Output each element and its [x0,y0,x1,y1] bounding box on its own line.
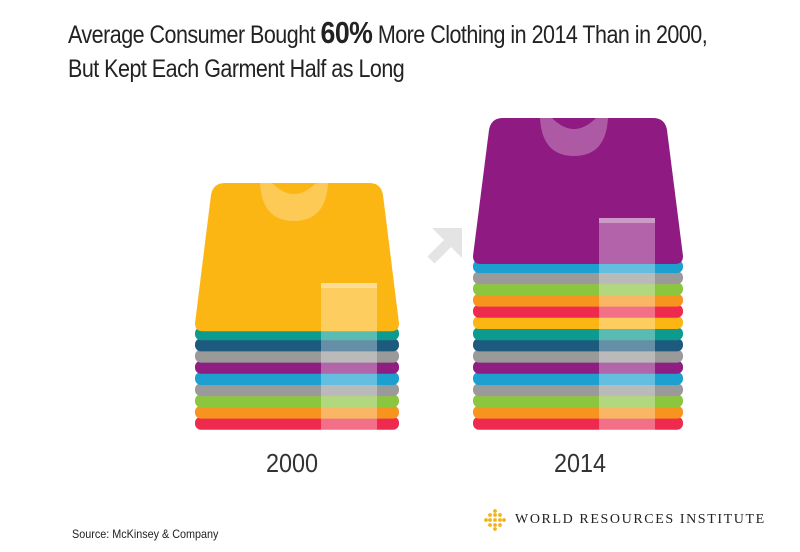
folded-shirt-layer [473,372,683,385]
page-title: Average Consumer Bought 60% More Clothin… [68,15,708,86]
shirt-neck [272,183,316,194]
folded-shirt-layer [473,327,683,341]
folded-shirt-layer [473,304,683,318]
title-highlight: 60% [320,15,373,50]
top-shirt [473,118,683,264]
shirt-collar [540,118,608,156]
logo-dot [488,523,492,527]
stack-2000 [195,183,399,430]
folded-shirt-layer [195,360,399,374]
title-line1-end: More Clothing in 2014 Than in 2000, [372,21,708,49]
shirt-pocket [599,218,655,430]
logo-dot [493,509,497,513]
stack-2014 [473,118,683,430]
logo-dot [493,527,497,531]
logo-dot [498,518,502,522]
arrow-up-right-icon [427,228,462,264]
year-label-2000: 2000 [265,448,319,478]
folded-shirt-layer [195,338,399,352]
wri-logo-text: WORLD RESOURCES INSTITUTE [515,512,766,527]
title-line2: But Kept Each Garment Half as Long [68,55,405,83]
folded-shirt-layer [473,338,683,352]
logo-dot [493,513,497,517]
folded-shirt-layer [473,349,683,363]
source-note: Source: McKinsey & Company [72,527,219,541]
folded-shirt-layer [473,405,683,419]
shirt-pocket [321,283,377,430]
year-label-2014: 2014 [553,448,607,478]
folded-shirt-layer [473,416,683,430]
logo-dot [498,513,502,517]
folded-shirt-layer [195,416,399,430]
logo-dot [493,518,497,522]
logo-dot [493,523,497,527]
folded-shirt-layer [473,316,683,329]
title-line1-start: Average Consumer Bought [68,21,321,49]
folded-shirt-layer [473,360,683,374]
logo-dot [488,513,492,517]
folded-shirt-layer [473,282,683,296]
shirt-collar [260,183,328,221]
wri-logo-icon [484,509,506,531]
shirt-pocket-hem [599,218,655,223]
folded-shirt-layer [195,383,399,397]
folded-shirt-layer [473,271,683,285]
folded-shirt-layer [195,394,399,408]
folded-shirt-layer [195,349,399,363]
folded-shirt-layer [195,405,399,419]
logo-dot [484,518,488,522]
folded-shirt-layer [473,293,683,307]
logo-dot [502,518,506,522]
folded-shirt-layer [473,394,683,408]
logo-dot [488,518,492,522]
top-shirt [195,183,399,332]
folded-shirt-layer [195,372,399,385]
wri-logo: WORLD RESOURCES INSTITUTE [483,508,766,532]
logo-dot [498,523,502,527]
shirt-pocket-hem [321,283,377,288]
shirt-neck [552,118,596,129]
folded-shirt-layer [473,383,683,397]
